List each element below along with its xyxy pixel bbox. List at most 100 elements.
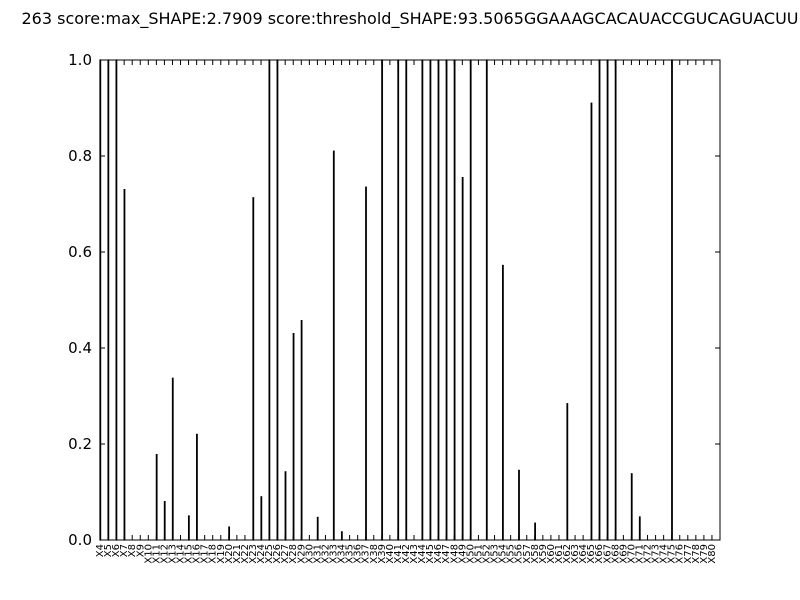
x-tick-label: X18	[208, 544, 219, 564]
x-tick-label: X29	[296, 544, 307, 564]
x-tick-label: X67	[602, 544, 613, 564]
x-tick-label: X36	[353, 544, 364, 564]
bar	[590, 102, 593, 541]
x-tick-label: X69	[618, 544, 629, 564]
x-tick-label: X78	[691, 544, 702, 564]
x-tick-label: X58	[530, 544, 541, 564]
bar	[228, 526, 231, 541]
x-tick-label: X38	[369, 544, 380, 564]
x-tick-label: X74	[659, 544, 670, 564]
y-tick-label: 0.2	[68, 435, 92, 453]
y-tick-label: 1.0	[68, 51, 92, 69]
bar	[429, 59, 432, 541]
x-tick-label: X12	[159, 544, 170, 564]
x-tick-label: X27	[280, 544, 291, 564]
bar	[155, 453, 158, 541]
x-tick-label: X35	[345, 544, 356, 564]
x-tick-label: X75	[667, 544, 678, 564]
bar	[518, 469, 520, 541]
x-tick-label: X16	[192, 544, 203, 564]
x-tick-label: X25	[264, 544, 275, 564]
x-tick-label: X21	[232, 544, 243, 564]
x-tick-label: X4	[95, 544, 106, 557]
x-tick-label: X13	[167, 544, 178, 564]
bar	[365, 186, 367, 541]
bar	[614, 59, 617, 541]
bar	[461, 177, 464, 541]
x-tick-label: X47	[441, 544, 452, 564]
x-tick-label: X23	[248, 544, 259, 564]
bar	[638, 516, 641, 541]
x-tick-label: X55	[506, 544, 517, 564]
x-tick-label: X22	[240, 544, 251, 564]
bar	[171, 377, 174, 541]
x-tick-label: X26	[272, 544, 283, 564]
x-tick-label: X10	[143, 544, 154, 564]
x-tick-label: X11	[151, 544, 162, 564]
x-tick-label: X44	[417, 544, 428, 564]
x-tick-label: X52	[481, 544, 492, 564]
x-tick-label: X20	[224, 544, 235, 564]
x-tick-label: X19	[216, 544, 227, 564]
x-tick-label: X79	[699, 544, 710, 564]
bar	[485, 59, 488, 541]
x-tick-label: X71	[634, 544, 645, 564]
bar	[501, 264, 504, 541]
x-tick-label: X31	[312, 544, 323, 564]
x-tick-label: X77	[683, 544, 694, 564]
x-tick-label: X48	[449, 544, 460, 564]
y-tick-label: 0.6	[68, 243, 92, 261]
bar	[252, 197, 255, 541]
x-tick-label: X62	[562, 544, 573, 564]
x-tick-label: X60	[546, 544, 557, 564]
plot-frame	[99, 59, 721, 541]
x-tick-label: X32	[320, 544, 331, 564]
bar	[187, 515, 190, 541]
y-tick-label: 0.0	[68, 531, 92, 549]
x-tick-label: X5	[103, 544, 114, 557]
y-tick-label: 0.4	[68, 339, 92, 357]
bar	[671, 59, 673, 541]
x-tick-label: X64	[578, 544, 589, 564]
bar	[598, 59, 601, 541]
bar	[445, 59, 448, 541]
x-tick-label: X9	[135, 544, 146, 557]
x-tick-label: X61	[554, 544, 565, 564]
bar	[115, 59, 118, 541]
x-tick-label: X42	[401, 544, 412, 564]
x-tick-label: X54	[498, 544, 509, 564]
x-tick-label: X49	[457, 544, 468, 564]
bar	[421, 59, 424, 541]
x-tick-label: X7	[119, 544, 130, 557]
bar	[260, 496, 263, 541]
bar	[340, 531, 343, 541]
x-tick-label: X73	[651, 544, 662, 564]
x-tick-label: X56	[514, 544, 525, 564]
chart-title: 263 score:max_SHAPE:2.7909 score:thresho…	[21, 9, 798, 29]
y-tick-label: 0.8	[68, 147, 92, 165]
x-tick-label: X14	[176, 544, 187, 564]
x-tick-label: X59	[538, 544, 549, 564]
bar	[397, 59, 400, 541]
x-tick-label: X40	[385, 544, 396, 564]
x-tick-label: X39	[377, 544, 388, 564]
bar	[284, 471, 287, 541]
x-tick-label: X66	[594, 544, 605, 564]
x-tick-label: X33	[329, 544, 340, 564]
x-tick-label: X63	[570, 544, 581, 564]
x-tick-label: X30	[304, 544, 315, 564]
x-tick-label: X45	[425, 544, 436, 564]
bar	[316, 516, 319, 541]
x-tick-label: X65	[586, 544, 597, 564]
bar	[566, 403, 569, 541]
bar	[300, 320, 303, 541]
bar	[123, 189, 126, 541]
x-tick-label: X24	[256, 544, 267, 564]
bar	[276, 59, 279, 541]
x-tick-label: X37	[361, 544, 372, 564]
bar	[630, 473, 633, 541]
bar	[163, 501, 166, 541]
bar	[405, 59, 408, 541]
